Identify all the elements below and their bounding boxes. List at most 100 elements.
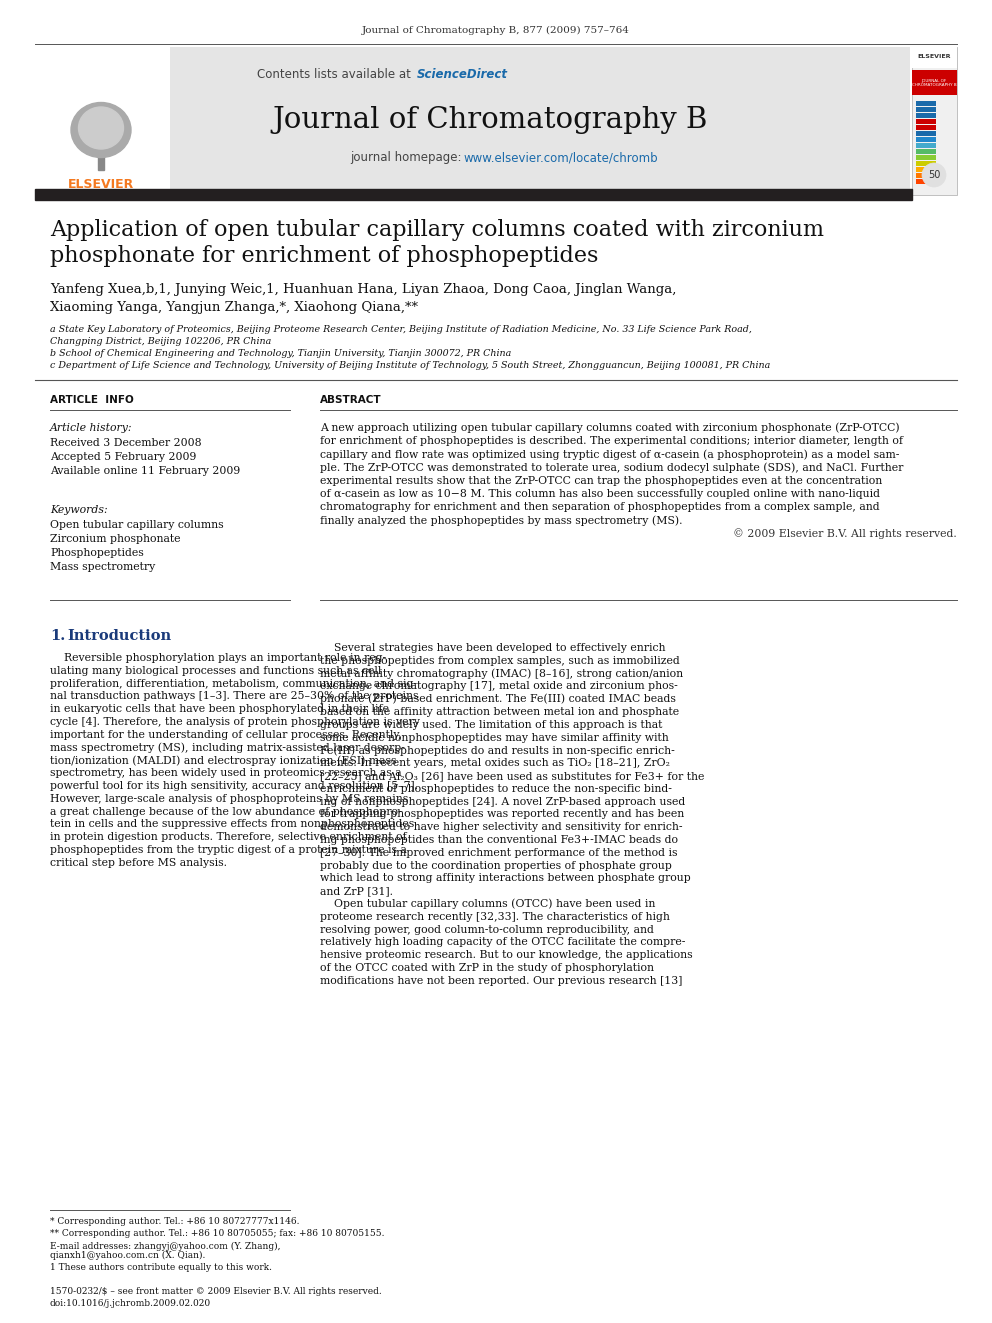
Bar: [35, 48, 910, 194]
Text: mass spectrometry (MS), including matrix-assisted laser desorp-: mass spectrometry (MS), including matrix…: [50, 742, 405, 753]
Text: which lead to strong affinity interactions between phosphate group: which lead to strong affinity interactio…: [320, 873, 690, 884]
Text: tein in cells and the suppressive effects from nonphosphopeptides: tein in cells and the suppressive effect…: [50, 819, 415, 830]
Text: phonate (ZrP)-based enrichment. The Fe(III) coated IMAC beads: phonate (ZrP)-based enrichment. The Fe(I…: [320, 695, 676, 704]
Text: [22–25] and Al₂O₃ [26] have been used as substitutes for Fe3+ for the: [22–25] and Al₂O₃ [26] have been used as…: [320, 771, 704, 781]
Bar: [35, 48, 170, 194]
Text: experimental results show that the ZrP-OTCC can trap the phosphopeptides even at: experimental results show that the ZrP-O…: [320, 476, 882, 486]
Text: finally analyzed the phosphopeptides by mass spectrometry (MS).: finally analyzed the phosphopeptides by …: [320, 515, 682, 525]
Text: relatively high loading capacity of the OTCC facilitate the compre-: relatively high loading capacity of the …: [320, 938, 685, 947]
Text: important for the understanding of cellular processes. Recently,: important for the understanding of cellu…: [50, 730, 402, 740]
Text: E-mail addresses: zhangyj@yahoo.com (Y. Zhang),: E-mail addresses: zhangyj@yahoo.com (Y. …: [50, 1241, 281, 1250]
Bar: [916, 167, 936, 172]
Bar: [912, 48, 957, 194]
Text: Several strategies have been developed to effectively enrich: Several strategies have been developed t…: [320, 643, 666, 654]
Text: ** Corresponding author. Tel.: +86 10 80705055; fax: +86 10 80705155.: ** Corresponding author. Tel.: +86 10 80…: [50, 1229, 385, 1238]
Text: modifications have not been reported. Our previous research [13]: modifications have not been reported. Ou…: [320, 976, 682, 986]
Text: in eukaryotic cells that have been phosphorylated in their life: in eukaryotic cells that have been phosp…: [50, 704, 389, 714]
Text: JOURNAL OF
CHROMATOGRAPHY B: JOURNAL OF CHROMATOGRAPHY B: [912, 78, 956, 87]
Bar: [916, 112, 936, 118]
Text: enrichment of phosphopeptides to reduce the non-specific bind-: enrichment of phosphopeptides to reduce …: [320, 783, 672, 794]
Text: Changping District, Beijing 102206, PR China: Changping District, Beijing 102206, PR C…: [50, 337, 271, 347]
Text: ABSTRACT: ABSTRACT: [320, 396, 382, 405]
Text: for trapping phosphopeptides was reported recently and has been: for trapping phosphopeptides was reporte…: [320, 810, 684, 819]
Text: Application of open tubular capillary columns coated with zirconium: Application of open tubular capillary co…: [50, 220, 824, 241]
Text: Accepted 5 February 2009: Accepted 5 February 2009: [50, 452, 196, 462]
Text: [27–30]. The improved enrichment performance of the method is: [27–30]. The improved enrichment perform…: [320, 848, 678, 857]
Text: Zirconium phosphonate: Zirconium phosphonate: [50, 534, 181, 544]
Bar: [916, 161, 936, 165]
Text: critical step before MS analysis.: critical step before MS analysis.: [50, 857, 227, 868]
Text: nal transduction pathways [1–3]. There are 25–30% of the proteins: nal transduction pathways [1–3]. There a…: [50, 692, 419, 701]
Text: phosphonate for enrichment of phosphopeptides: phosphonate for enrichment of phosphopep…: [50, 245, 598, 267]
Text: proteome research recently [32,33]. The characteristics of high: proteome research recently [32,33]. The …: [320, 912, 670, 922]
Text: of α-casein as low as 10−8 M. This column has also been successfully coupled onl: of α-casein as low as 10−8 M. This colum…: [320, 490, 880, 499]
Bar: [916, 138, 936, 142]
Text: Reversible phosphorylation plays an important role in reg-: Reversible phosphorylation plays an impo…: [50, 654, 386, 663]
Text: hensive proteomic research. But to our knowledge, the applications: hensive proteomic research. But to our k…: [320, 950, 692, 960]
Text: However, large-scale analysis of phosphoproteins by MS remains: However, large-scale analysis of phospho…: [50, 794, 409, 804]
Text: Yanfeng Xuea,b,1, Junying Weic,1, Huanhuan Hana, Liyan Zhaoa, Dong Caoa, Jinglan: Yanfeng Xuea,b,1, Junying Weic,1, Huanhu…: [50, 283, 677, 296]
Text: Journal of Chromatography B, 877 (2009) 757–764: Journal of Chromatography B, 877 (2009) …: [362, 25, 630, 34]
Bar: [916, 179, 936, 184]
Text: spectrometry, has been widely used in proteomics research as a: spectrometry, has been widely used in pr…: [50, 769, 402, 778]
Text: ulating many biological processes and functions such as cell: ulating many biological processes and fu…: [50, 665, 381, 676]
Text: some acidic nonphosphopeptides may have similar affinity with: some acidic nonphosphopeptides may have …: [320, 733, 669, 742]
Text: qianxh1@yahoo.com.cn (X. Qian).: qianxh1@yahoo.com.cn (X. Qian).: [50, 1250, 205, 1259]
Text: 1.: 1.: [50, 628, 65, 643]
Text: phosphopeptides from the tryptic digest of a protein mixture is a: phosphopeptides from the tryptic digest …: [50, 845, 407, 855]
Bar: [35, 189, 912, 200]
Text: a great challenge because of the low abundance of phosphopro-: a great challenge because of the low abu…: [50, 807, 402, 816]
Text: ELSEVIER: ELSEVIER: [67, 179, 134, 192]
Text: probably due to the coordination properties of phosphate group: probably due to the coordination propert…: [320, 860, 672, 871]
Text: resolving power, good column-to-column reproducibility, and: resolving power, good column-to-column r…: [320, 925, 654, 934]
Text: metal affinity chromatography (IMAC) [8–16], strong cation/anion: metal affinity chromatography (IMAC) [8–…: [320, 668, 683, 679]
Text: of the OTCC coated with ZrP in the study of phosphorylation: of the OTCC coated with ZrP in the study…: [320, 963, 654, 972]
Text: * Corresponding author. Tel.: +86 10 80727777x1146.: * Corresponding author. Tel.: +86 10 807…: [50, 1217, 300, 1226]
Text: a State Key Laboratory of Proteomics, Beijing Proteome Research Center, Beijing : a State Key Laboratory of Proteomics, Be…: [50, 325, 752, 335]
Bar: [916, 101, 936, 106]
Text: based on the affinity attraction between metal ion and phosphate: based on the affinity attraction between…: [320, 706, 680, 717]
Bar: [916, 107, 936, 112]
Text: ARTICLE  INFO: ARTICLE INFO: [50, 396, 134, 405]
Text: the phosphopeptides from complex samples, such as immobilized: the phosphopeptides from complex samples…: [320, 656, 680, 665]
Bar: [916, 143, 936, 148]
Text: tion/ionization (MALDI) and electrospray ionization (ESI) mass: tion/ionization (MALDI) and electrospray…: [50, 755, 397, 766]
Text: Journal of Chromatography B: Journal of Chromatography B: [273, 106, 707, 134]
Text: Contents lists available at: Contents lists available at: [257, 69, 415, 82]
Text: www.elsevier.com/locate/chromb: www.elsevier.com/locate/chromb: [464, 152, 659, 164]
Text: and ZrP [31].: and ZrP [31].: [320, 886, 393, 896]
Text: 50: 50: [928, 169, 940, 180]
Text: A new approach utilizing open tubular capillary columns coated with zirconium ph: A new approach utilizing open tubular ca…: [320, 423, 900, 433]
Text: journal homepage:: journal homepage:: [350, 152, 465, 164]
Bar: [916, 173, 936, 179]
Text: 1 These authors contribute equally to this work.: 1 These authors contribute equally to th…: [50, 1262, 272, 1271]
Bar: [916, 131, 936, 136]
Text: groups are widely used. The limitation of this approach is that: groups are widely used. The limitation o…: [320, 720, 663, 730]
Text: ple. The ZrP-OTCC was demonstrated to tolerate urea, sodium dodecyl sulphate (SD: ple. The ZrP-OTCC was demonstrated to to…: [320, 462, 904, 472]
Bar: [98, 152, 104, 169]
Ellipse shape: [71, 102, 131, 157]
Text: cycle [4]. Therefore, the analysis of protein phosphorylation is very: cycle [4]. Therefore, the analysis of pr…: [50, 717, 420, 728]
Text: Open tubular capillary columns: Open tubular capillary columns: [50, 520, 223, 531]
Circle shape: [922, 163, 946, 187]
Text: Available online 11 February 2009: Available online 11 February 2009: [50, 466, 240, 476]
Text: Mass spectrometry: Mass spectrometry: [50, 562, 156, 572]
Text: 1570-0232/$ – see front matter © 2009 Elsevier B.V. All rights reserved.: 1570-0232/$ – see front matter © 2009 El…: [50, 1286, 382, 1295]
Text: ELSEVIER: ELSEVIER: [918, 54, 950, 60]
Text: Xiaoming Yanga, Yangjun Zhanga,*, Xiaohong Qiana,**: Xiaoming Yanga, Yangjun Zhanga,*, Xiaoho…: [50, 302, 418, 315]
Text: Introduction: Introduction: [67, 628, 172, 643]
Text: capillary and flow rate was optimized using tryptic digest of α-casein (a phosph: capillary and flow rate was optimized us…: [320, 448, 900, 459]
Text: demonstrated to have higher selectivity and sensitivity for enrich-: demonstrated to have higher selectivity …: [320, 822, 682, 832]
Text: doi:10.1016/j.jchromb.2009.02.020: doi:10.1016/j.jchromb.2009.02.020: [50, 1298, 211, 1307]
Bar: [916, 155, 936, 160]
Ellipse shape: [78, 107, 123, 149]
Text: ments. In recent years, metal oxides such as TiO₂ [18–21], ZrO₂: ments. In recent years, metal oxides suc…: [320, 758, 670, 769]
Text: Article history:: Article history:: [50, 423, 133, 433]
Text: exchange chromatography [17], metal oxide and zirconium phos-: exchange chromatography [17], metal oxid…: [320, 681, 678, 692]
Text: Phosphopeptides: Phosphopeptides: [50, 548, 144, 558]
Text: ing of nonphosphopeptides [24]. A novel ZrP-based approach used: ing of nonphosphopeptides [24]. A novel …: [320, 796, 685, 807]
Text: Fe(III) as phosphopeptides do and results in non-specific enrich-: Fe(III) as phosphopeptides do and result…: [320, 745, 675, 755]
Text: © 2009 Elsevier B.V. All rights reserved.: © 2009 Elsevier B.V. All rights reserved…: [733, 528, 957, 538]
Text: Keywords:: Keywords:: [50, 505, 107, 515]
Bar: [916, 149, 936, 153]
